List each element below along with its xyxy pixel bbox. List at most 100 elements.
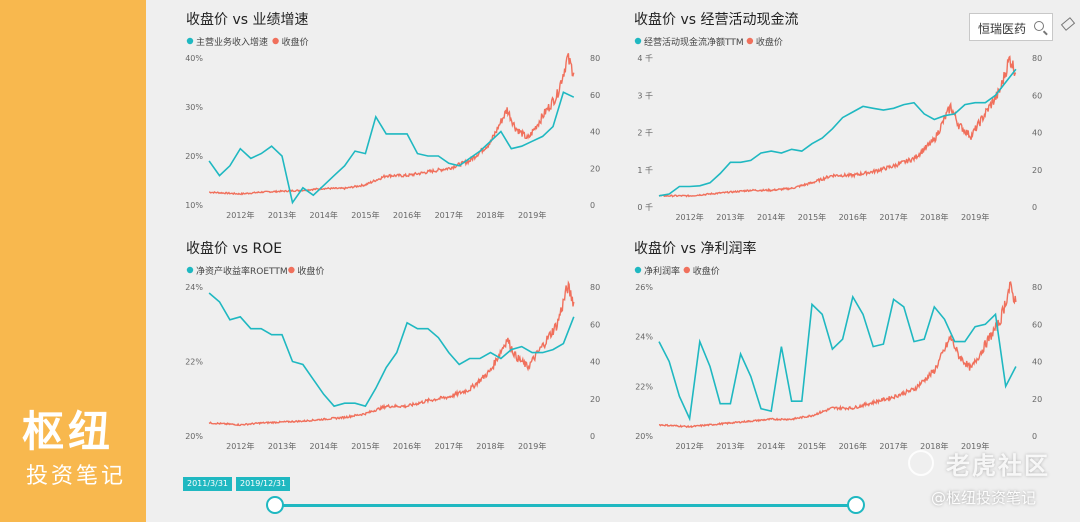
legend-label: 收盘价 xyxy=(756,36,783,48)
y-right-tick: 20 xyxy=(590,395,600,404)
x-tick: 2018年 xyxy=(920,441,948,451)
watermark-author: @枢纽投资笔记 xyxy=(931,489,1037,507)
x-tick: 2017年 xyxy=(879,212,907,222)
y-right-tick: 40 xyxy=(590,128,600,137)
y-right-tick: 20 xyxy=(590,164,600,173)
y-right-tick: 0 xyxy=(590,432,595,441)
y-right-tick: 40 xyxy=(1032,129,1042,138)
x-tick: 2016年 xyxy=(393,210,421,220)
y-right-tick: 60 xyxy=(1032,320,1042,329)
y-left-tick: 0 千 xyxy=(637,202,653,212)
watermark-site: 老虎社区 xyxy=(946,452,1050,480)
x-tick: 2015年 xyxy=(798,441,826,451)
y-left-tick: 3 千 xyxy=(637,90,653,100)
y-left-tick: 22% xyxy=(185,358,203,367)
legend-marker xyxy=(634,37,642,45)
x-tick: 2014年 xyxy=(757,441,785,451)
x-tick: 2016年 xyxy=(839,441,867,451)
fundamental-series-line xyxy=(658,294,1017,422)
fundamental-series-line xyxy=(208,292,575,408)
search-input-value[interactable]: 恒瑞医药 xyxy=(978,22,1027,36)
price-series-line xyxy=(209,53,575,196)
date-slider-track[interactable] xyxy=(275,504,857,507)
x-tick: 2017年 xyxy=(435,210,463,220)
x-tick: 2016年 xyxy=(839,212,867,222)
y-left-tick: 24% xyxy=(635,333,653,342)
legend-label: 经营活动现金流净额TTM xyxy=(644,36,744,48)
legend-label: 收盘价 xyxy=(693,265,720,277)
chart-title: 收盘价 vs 业绩增速 xyxy=(186,11,308,28)
stock-search-box[interactable]: 恒瑞医药 xyxy=(969,13,1053,41)
x-tick: 2019年 xyxy=(518,210,546,220)
price-series-line xyxy=(658,55,1017,198)
x-tick: 2019年 xyxy=(961,441,989,451)
legend-marker xyxy=(272,37,279,45)
y-right-tick: 60 xyxy=(590,91,600,100)
legend-marker xyxy=(288,266,295,274)
x-tick: 2016年 xyxy=(393,441,421,451)
x-tick: 2012年 xyxy=(226,441,254,451)
x-tick: 2013年 xyxy=(268,441,296,451)
x-tick: 2013年 xyxy=(268,210,296,220)
y-left-tick: 20% xyxy=(185,432,203,441)
x-tick: 2017年 xyxy=(435,441,463,451)
x-tick: 2019年 xyxy=(518,441,546,451)
slider-start-date: 2011/3/31 xyxy=(183,477,233,491)
slider-end-date: 2019/12/31 xyxy=(236,477,291,491)
y-left-tick: 26% xyxy=(635,283,653,292)
legend-label: 收盘价 xyxy=(282,36,309,48)
chart-title: 收盘价 vs ROE xyxy=(186,240,282,257)
y-right-tick: 60 xyxy=(1032,91,1042,100)
price-series-line xyxy=(208,280,575,427)
y-right-tick: 20 xyxy=(1032,166,1042,175)
y-left-tick: 20% xyxy=(635,432,653,441)
y-right-tick: 0 xyxy=(590,201,595,210)
x-tick: 2013年 xyxy=(716,441,744,451)
x-tick: 2015年 xyxy=(798,212,826,222)
y-right-tick: 60 xyxy=(590,320,600,329)
chart-panel-3: 收盘价 vs ROE 净资产收益率ROETTM 收盘价 24% 22% 20% 80 60 40… xyxy=(185,240,600,451)
fundamental-series-line xyxy=(208,91,575,205)
y-left-tick: 10% xyxy=(185,201,203,210)
x-tick: 2014年 xyxy=(310,441,338,451)
dashboard-canvas xyxy=(146,0,1080,522)
fundamental-series-line xyxy=(658,68,1017,197)
y-left-tick: 22% xyxy=(635,382,653,391)
y-left-tick: 4 千 xyxy=(637,53,653,63)
y-right-tick: 40 xyxy=(590,358,600,367)
watermark-logo-icon xyxy=(908,450,934,476)
legend-marker xyxy=(746,37,754,45)
brand-title: 枢纽 xyxy=(22,407,115,456)
y-right-tick: 80 xyxy=(1032,54,1042,63)
date-slider-end-handle[interactable] xyxy=(847,496,865,514)
x-tick: 2019年 xyxy=(961,212,989,222)
legend-label: 主营业务收入增速 xyxy=(196,36,268,48)
x-tick: 2014年 xyxy=(757,212,785,222)
x-tick: 2017年 xyxy=(879,441,907,451)
x-tick: 2015年 xyxy=(351,441,379,451)
y-right-tick: 0 xyxy=(1032,203,1037,212)
x-tick: 2013年 xyxy=(716,212,744,222)
search-icon[interactable] xyxy=(1034,21,1044,31)
chart-title: 收盘价 vs 经营活动现金流 xyxy=(634,11,798,28)
x-tick: 2012年 xyxy=(226,210,254,220)
x-tick: 2018年 xyxy=(920,212,948,222)
y-left-tick: 40% xyxy=(185,54,203,63)
brand-subtitle: 投资笔记 xyxy=(26,464,127,489)
y-left-tick: 30% xyxy=(185,103,203,112)
y-right-tick: 0 xyxy=(1032,432,1037,441)
legend-marker xyxy=(186,266,194,274)
y-right-tick: 20 xyxy=(1032,395,1042,404)
x-tick: 2018年 xyxy=(476,441,504,451)
legend-marker xyxy=(683,266,690,274)
y-right-tick: 80 xyxy=(590,283,600,292)
y-right-tick: 80 xyxy=(590,54,600,63)
x-tick: 2018年 xyxy=(476,210,504,220)
x-tick: 2014年 xyxy=(310,210,338,220)
date-slider-start-handle[interactable] xyxy=(266,496,284,514)
chart-title: 收盘价 vs 净利润率 xyxy=(634,240,756,257)
legend-marker xyxy=(186,37,194,45)
